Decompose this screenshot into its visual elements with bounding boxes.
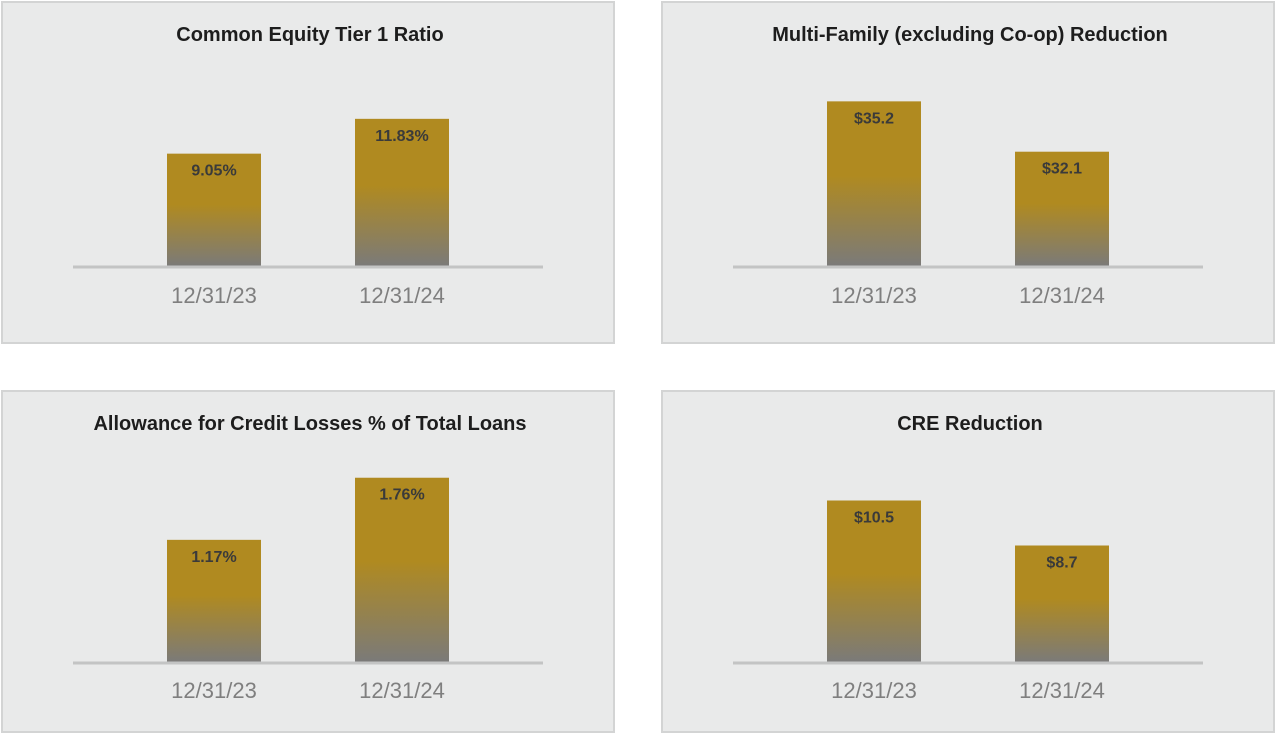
bar-data-label: $32.1 xyxy=(1042,161,1082,178)
bar-12-31-23 xyxy=(827,101,921,267)
chart-title: Common Equity Tier 1 Ratio xyxy=(176,24,443,46)
bar-data-label: 11.83% xyxy=(375,128,428,145)
chart-panel-cet1-ratio: Common Equity Tier 1 Ratio 9.05% 11.83% 1… xyxy=(1,1,615,344)
x-tick-label: 12/31/24 xyxy=(1019,283,1105,308)
chart-svg: Common Equity Tier 1 Ratio 9.05% 11.83% 1… xyxy=(73,24,543,308)
x-tick-label: 12/31/23 xyxy=(171,283,257,308)
x-tick-label: 12/31/23 xyxy=(831,283,917,308)
bar-12-31-23 xyxy=(167,153,261,267)
chart-panel-cre-reduction: CRE Reduction $10.5 $8.7 12/31/23 12/31/2… xyxy=(661,390,1275,733)
x-tick-label: 12/31/23 xyxy=(171,678,257,703)
x-tick-label: 12/31/24 xyxy=(359,678,445,703)
chart-svg: CRE Reduction $10.5 $8.7 12/31/23 12/31/2… xyxy=(733,413,1203,703)
chart-panel-allowance-credit-losses: Allowance for Credit Losses % of Total L… xyxy=(1,390,615,733)
chart-title: CRE Reduction xyxy=(897,413,1043,435)
chart-title: Multi-Family (excluding Co-op) Reduction xyxy=(772,24,1168,46)
bar-data-label: $10.5 xyxy=(854,510,894,527)
bar-12-31-24 xyxy=(1015,545,1109,663)
x-tick-label: 12/31/24 xyxy=(359,283,445,308)
bar-data-label: 9.05% xyxy=(191,163,236,180)
chart-panel-multifamily-reduction: Multi-Family (excluding Co-op) Reduction… xyxy=(661,1,1275,344)
x-tick-label: 12/31/23 xyxy=(831,678,917,703)
bar-12-31-24 xyxy=(355,118,449,267)
bar-data-label: $35.2 xyxy=(854,110,894,127)
x-tick-label: 12/31/24 xyxy=(1019,678,1105,703)
bar-12-31-24 xyxy=(355,477,449,663)
bar-data-label: $8.7 xyxy=(1046,555,1077,572)
bar-12-31-23 xyxy=(827,500,921,663)
chart-svg: Multi-Family (excluding Co-op) Reduction… xyxy=(733,24,1203,308)
chart-title: Allowance for Credit Losses % of Total L… xyxy=(93,413,526,435)
bar-12-31-24 xyxy=(1015,151,1109,267)
bar-12-31-23 xyxy=(167,539,261,663)
bar-data-label: 1.76% xyxy=(379,487,424,504)
chart-svg: Allowance for Credit Losses % of Total L… xyxy=(73,413,543,703)
bar-data-label: 1.17% xyxy=(191,549,236,566)
